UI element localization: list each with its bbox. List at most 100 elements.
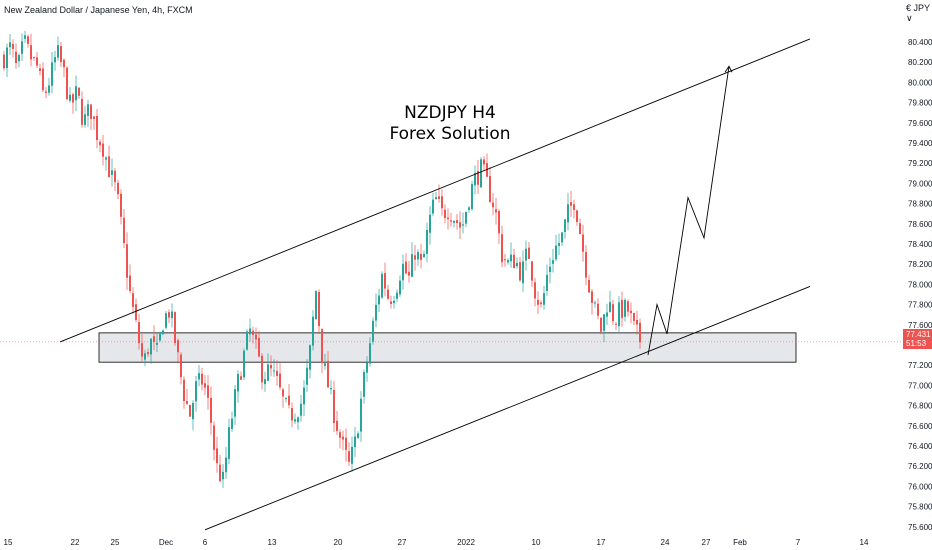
candle-body <box>129 275 131 292</box>
y-tick-label: 78.000 <box>908 280 932 289</box>
candle-body <box>369 343 371 364</box>
candle-body <box>435 197 437 200</box>
candle <box>258 330 260 358</box>
candle <box>624 298 626 322</box>
projected-path[interactable] <box>647 66 730 356</box>
candle <box>414 244 416 271</box>
bar-countdown: 51:53 <box>906 339 927 348</box>
candle <box>138 314 140 350</box>
candle <box>39 63 41 76</box>
candle <box>123 209 125 249</box>
candle-body <box>579 223 581 235</box>
candle-body <box>210 397 212 423</box>
y-tick-label: 77.800 <box>908 301 932 310</box>
candle <box>510 242 512 268</box>
candle-body <box>45 91 47 93</box>
candle <box>45 87 47 99</box>
candle <box>204 375 206 396</box>
candles <box>3 30 641 488</box>
candle-body <box>261 355 263 383</box>
candle <box>288 384 290 409</box>
candle-body <box>132 293 134 307</box>
candle-body <box>318 291 320 327</box>
candle <box>273 359 275 377</box>
candle <box>399 275 401 297</box>
channel-lower-line[interactable] <box>204 286 811 531</box>
channel-upper-line[interactable] <box>59 38 811 343</box>
candle-body <box>453 220 455 223</box>
candle <box>354 426 356 458</box>
candle <box>321 328 323 374</box>
candle <box>93 116 95 130</box>
candle <box>219 455 221 483</box>
candle <box>111 158 113 187</box>
candle-body <box>471 184 473 210</box>
candle-body <box>522 261 524 284</box>
candle <box>234 385 236 425</box>
x-tick-label: 24 <box>661 538 670 547</box>
candle <box>327 351 329 388</box>
candle-body <box>429 214 431 233</box>
candle-body <box>324 363 326 366</box>
candle <box>6 43 8 78</box>
candle <box>633 312 635 326</box>
candle-body <box>258 338 260 357</box>
y-tick-label: 75.800 <box>908 503 932 512</box>
candle <box>498 209 500 245</box>
candle-body <box>279 373 281 388</box>
candle-body <box>585 252 587 278</box>
y-tick-label: 78.400 <box>908 240 932 249</box>
candle-body <box>405 261 407 274</box>
candle <box>177 338 179 364</box>
candle <box>81 91 83 128</box>
candle <box>33 56 35 61</box>
candle <box>297 416 299 430</box>
candle-body <box>60 46 62 63</box>
candle-body <box>234 389 236 417</box>
candle <box>411 242 413 278</box>
candle-body <box>621 299 623 318</box>
candle-body <box>15 51 17 64</box>
candle-body <box>360 398 362 432</box>
candle <box>486 153 488 177</box>
candle <box>423 250 425 258</box>
candle-body <box>189 404 191 417</box>
candle <box>267 353 269 382</box>
candle <box>621 291 623 327</box>
candle-body <box>480 159 482 188</box>
candle <box>600 317 602 335</box>
candle-body <box>186 401 188 404</box>
candle-body <box>477 170 479 185</box>
candle-body <box>417 252 419 260</box>
candle-body <box>141 343 143 357</box>
candle <box>90 104 92 131</box>
currency-selector[interactable]: € JPY ∨ <box>906 3 930 23</box>
candle-body <box>630 310 632 314</box>
candle-body <box>57 45 59 58</box>
candle <box>141 334 143 362</box>
y-tick-label: 75.600 <box>908 523 932 532</box>
candle-body <box>570 202 572 206</box>
candle-body <box>366 362 368 373</box>
candle <box>489 166 491 203</box>
candle <box>516 257 518 269</box>
support-zone[interactable] <box>98 332 797 363</box>
candle <box>132 287 134 314</box>
candle <box>72 92 74 114</box>
candle-body <box>393 300 395 304</box>
candle <box>402 254 404 290</box>
candle <box>453 220 455 228</box>
candle-body <box>177 340 179 353</box>
candle <box>432 192 434 217</box>
candle-body <box>633 312 635 321</box>
candle <box>456 214 458 230</box>
candle <box>108 145 110 178</box>
candle-body <box>402 263 404 281</box>
candle-body <box>294 419 296 422</box>
y-tick-label: 78.600 <box>908 220 932 229</box>
candle <box>582 224 584 262</box>
candle-body <box>330 388 332 390</box>
candle-body <box>222 471 224 480</box>
candle-body <box>102 143 104 157</box>
